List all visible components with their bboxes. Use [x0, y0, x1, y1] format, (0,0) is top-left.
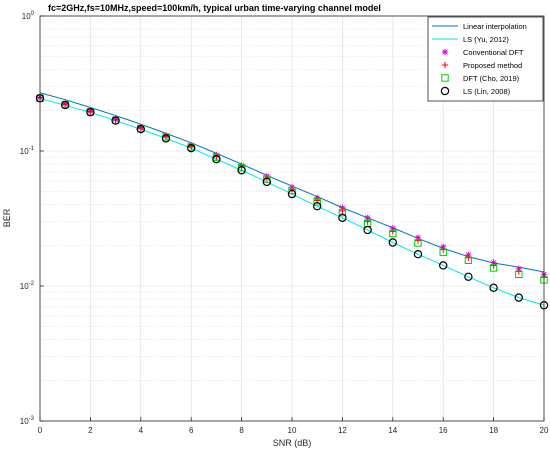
point-dft-cho-2019 [313, 198, 321, 206]
point-ls-lin-2008 [413, 250, 423, 259]
point-ls-lin-2008 [514, 293, 524, 302]
y-tick-label: 100 [22, 11, 35, 21]
legend-label-linear-interpolation: Linear interpolation [463, 22, 527, 31]
chart-title: fc=2GHz,fs=10MHz,speed=100km/h, typical … [48, 3, 381, 13]
point-ls-lin-2008 [439, 261, 448, 270]
x-tick-label: 20 [540, 426, 549, 435]
point-ls-lin-2008 [262, 177, 271, 187]
point-proposed-method [364, 218, 371, 225]
x-axis: 0 2 4 6 8 10 12 14 16 18 20 [38, 417, 549, 435]
point-ls-lin-2008 [287, 189, 297, 199]
x-tick-label: 6 [189, 426, 194, 435]
point-conventional-dft [364, 214, 371, 222]
legend-label-ls-yu-2012: LS (Yu, 2012) [463, 35, 509, 44]
y-tick-label: 10-1 [20, 146, 35, 156]
x-tick-label: 16 [439, 426, 448, 435]
point-dft-cho-2019 [439, 248, 447, 256]
point-dft-cho-2019 [263, 175, 271, 183]
point-proposed-method [87, 108, 94, 115]
point-ls-lin-2008 [489, 283, 498, 292]
point-ls-lin-2008 [338, 213, 347, 223]
point-ls-lin-2008 [86, 107, 95, 117]
legend-label-ls-lin-2008: LS (Lin, 2008) [463, 87, 511, 96]
point-dft-cho-2019 [464, 256, 473, 265]
x-tick-label: 8 [239, 426, 244, 435]
legend: Linear interpolation LS (Yu, 2012) Convent… [427, 16, 544, 102]
legend-swatch-ls-lin-2008 [440, 86, 450, 96]
point-dft-cho-2019 [389, 229, 397, 238]
point-proposed-method [414, 237, 422, 244]
point-dft-cho-2019 [515, 270, 523, 279]
point-proposed-method [440, 246, 447, 253]
x-axis-title: SNR (dB) [273, 438, 312, 448]
point-ls-lin-2008 [313, 202, 322, 211]
point-ls-lin-2008 [237, 166, 246, 175]
x-tick-label: 0 [38, 426, 43, 435]
x-tick-label: 10 [288, 426, 297, 435]
point-dft-cho-2019 [414, 239, 422, 247]
legend-swatch-proposed-method [441, 61, 449, 69]
point-proposed-method [490, 262, 497, 269]
y-tick-label: 10-2 [20, 281, 35, 291]
legend-label-dft-cho-2019: DFT (Cho, 2019) [463, 74, 520, 83]
point-ls-lin-2008 [60, 100, 70, 110]
point-ls-lin-2008 [111, 116, 120, 125]
point-proposed-method [339, 207, 346, 215]
point-ls-lin-2008 [136, 125, 145, 134]
x-tick-label: 14 [388, 426, 397, 435]
series-layer [35, 92, 549, 310]
point-ls-lin-2008 [388, 238, 397, 247]
point-dft-cho-2019 [338, 208, 347, 217]
point-proposed-method [62, 101, 69, 108]
point-proposed-method [112, 116, 119, 124]
legend-swatch-dft-cho-2019 [441, 74, 449, 82]
x-tick-label: 18 [489, 426, 498, 435]
y-axis-title: BER [2, 208, 12, 227]
x-tick-label: 2 [88, 426, 93, 435]
point-ls-lin-2008 [186, 143, 196, 153]
point-ls-lin-2008 [212, 154, 221, 164]
point-proposed-method [389, 228, 396, 235]
y-axis: 100 10-1 10-2 10-3 [20, 11, 44, 426]
legend-label-proposed-method: Proposed method [463, 61, 522, 70]
point-ls-lin-2008 [161, 134, 171, 143]
legend-box [427, 16, 544, 102]
point-ls-lin-2008 [363, 225, 372, 235]
point-dft-cho-2019 [288, 186, 296, 195]
point-dft-cho-2019 [489, 264, 498, 272]
point-ls-lin-2008 [464, 272, 473, 281]
point-proposed-method [465, 254, 472, 261]
x-tick-label: 4 [139, 426, 144, 435]
legend-label-conventional-dft: Conventional DFT [463, 48, 524, 57]
legend-swatch-conventional-dft [441, 48, 449, 56]
x-tick-label: 12 [338, 426, 347, 435]
y-tick-label: 10-3 [20, 416, 35, 426]
